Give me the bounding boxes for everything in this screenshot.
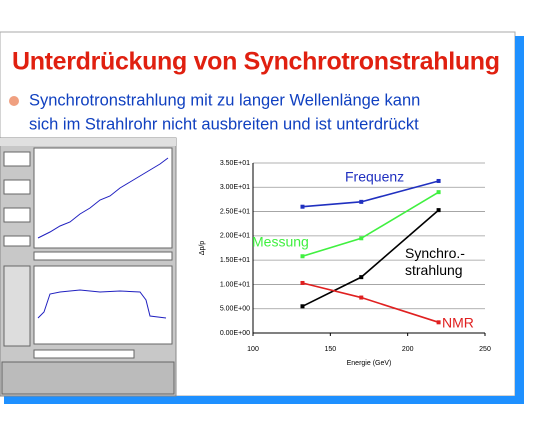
data-point — [300, 254, 305, 259]
data-point — [359, 236, 364, 241]
screenshot — [0, 137, 177, 397]
bullet-dot — [9, 96, 19, 106]
data-point — [300, 280, 305, 285]
y-tick-label: 1.50E+01 — [220, 257, 250, 264]
series-label: Messung — [252, 234, 309, 250]
data-point — [436, 190, 441, 195]
data-point — [436, 320, 441, 325]
x-axis-label: Energie (GeV) — [347, 360, 392, 367]
series-label: Frequenz — [345, 169, 404, 185]
frame-shadow — [515, 36, 524, 402]
bullet-text: Synchrotronstrahlung mit zu langer Welle… — [29, 91, 420, 109]
y-tick-label: 1.00E+01 — [220, 281, 250, 288]
y-tick-label: 3.00E+01 — [220, 184, 250, 191]
bullet-text: sich im Strahlrohr nicht ausbreiten und … — [29, 115, 419, 133]
y-tick-label: 5.00E+00 — [220, 306, 250, 313]
series-label: NMR — [442, 315, 474, 331]
y-axis-label: Δp/p — [199, 241, 206, 256]
x-tick-label: 100 — [247, 346, 259, 353]
frame-shadow — [4, 396, 524, 404]
x-tick-label: 250 — [479, 346, 491, 353]
y-tick-label: 0.00E+00 — [220, 330, 250, 337]
data-point — [436, 178, 441, 183]
data-point — [300, 204, 305, 209]
data-point — [300, 304, 305, 309]
y-tick-label: 3.50E+01 — [220, 160, 250, 167]
chart: 0.00E+00 5.00E+00 1.00E+01 1.50E+01 2.00E+01… — [199, 160, 491, 367]
x-tick-label: 200 — [402, 346, 414, 353]
data-point — [436, 208, 441, 213]
series-label: Synchro.-strahlung — [405, 245, 465, 278]
slide-title: Unterdrückung von Synchrotronstrahlung — [12, 48, 500, 76]
x-tick-label: 150 — [324, 346, 336, 353]
y-tick-label: 2.00E+01 — [220, 233, 250, 240]
y-tick-label: 2.50E+01 — [220, 208, 250, 215]
data-point — [359, 275, 364, 280]
data-point — [359, 295, 364, 300]
data-point — [359, 199, 364, 204]
